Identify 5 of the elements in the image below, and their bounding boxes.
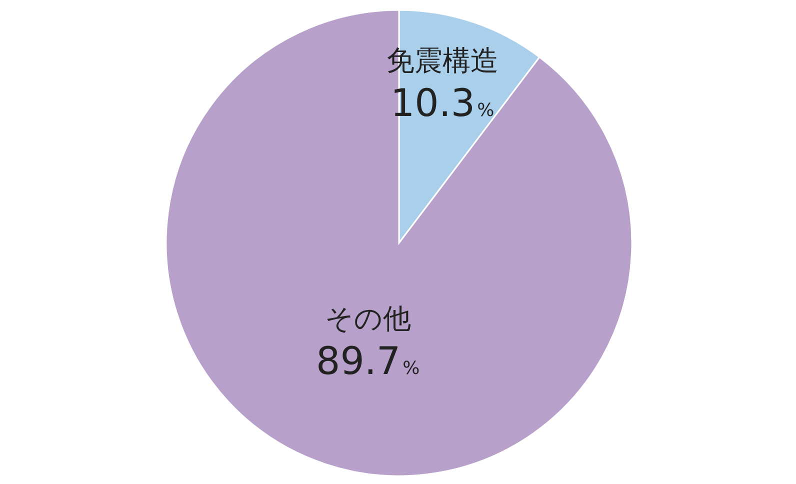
data-label: 10.3% bbox=[390, 80, 494, 125]
data-label: 89.7% bbox=[316, 338, 420, 383]
pie-slice bbox=[165, 9, 633, 476]
slice-label: 免震構造 bbox=[386, 44, 498, 77]
slice-label: その他 bbox=[324, 302, 411, 335]
